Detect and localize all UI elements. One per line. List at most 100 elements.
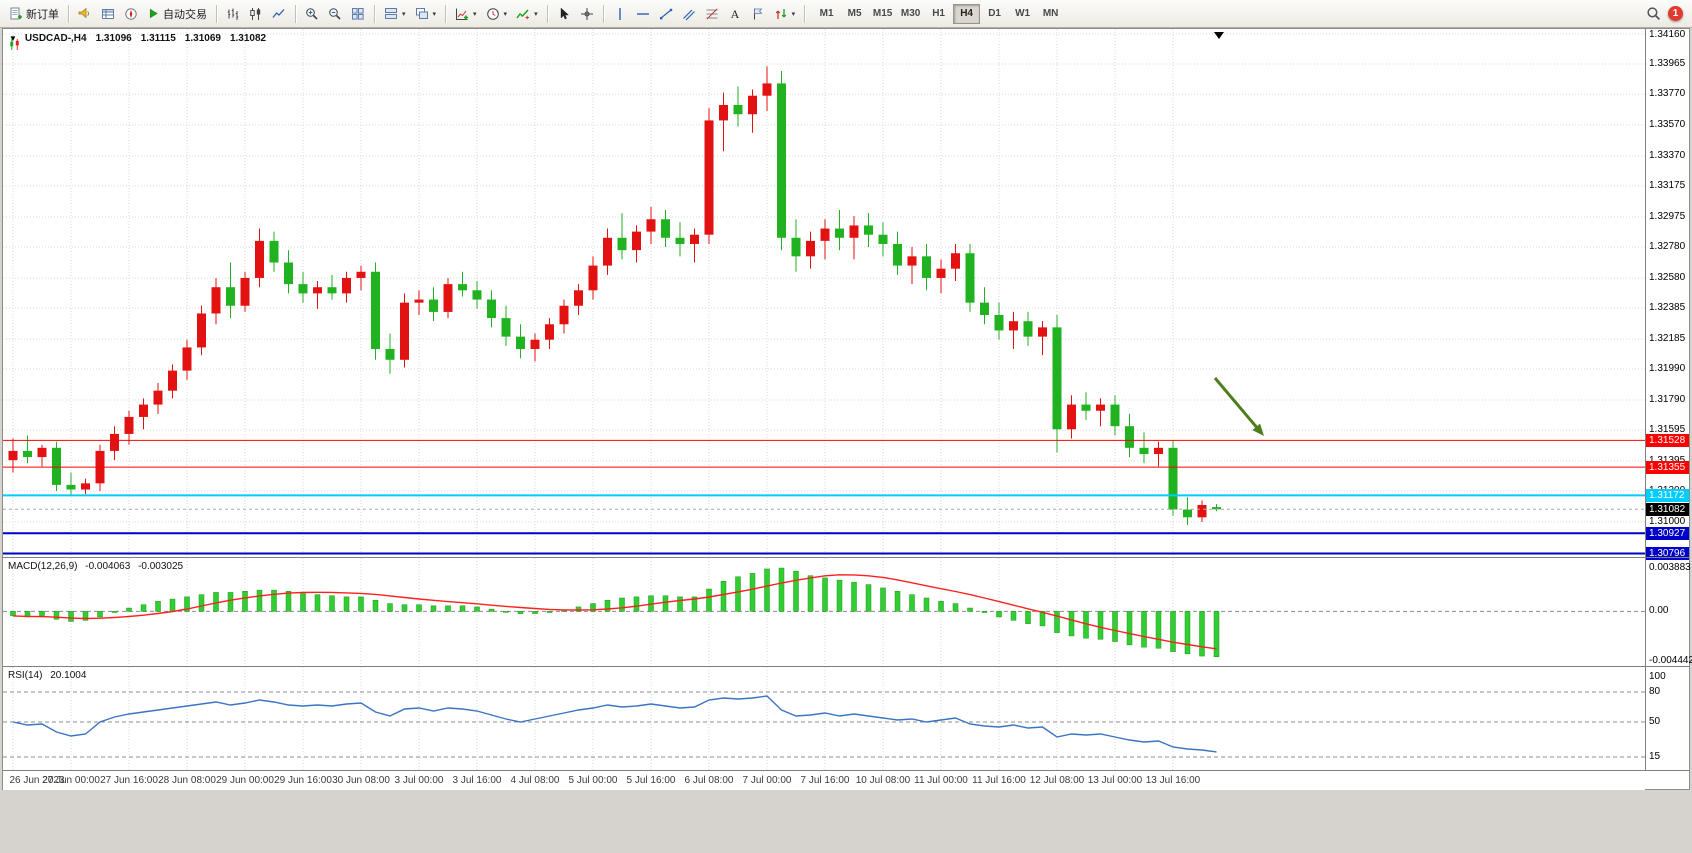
candle-body <box>37 447 47 458</box>
zoom-out-button[interactable] <box>324 3 346 25</box>
arrows-button[interactable]: ▾ <box>770 3 800 25</box>
candle-body <box>313 287 322 294</box>
zoom-in-button[interactable] <box>301 3 323 25</box>
axis-label: 1.32780 <box>1649 241 1686 253</box>
data-window-button[interactable] <box>97 3 119 25</box>
timeframe-m1[interactable]: M1 <box>813 4 840 24</box>
rsi-line <box>12 695 1217 753</box>
macd-histogram-bar <box>517 611 524 614</box>
axis-label: 1.33175 <box>1649 180 1686 192</box>
rsi-panel-canvas[interactable] <box>3 667 1645 771</box>
macd-histogram-bar <box>1126 611 1133 646</box>
autotrade-label: 自动交易 <box>163 8 207 21</box>
macd-histogram-bar <box>430 605 437 612</box>
candle-body <box>327 287 337 294</box>
chart-shift-marker[interactable] <box>1214 32 1224 39</box>
text-button[interactable]: A <box>724 3 746 25</box>
line-chart-button[interactable] <box>268 3 290 25</box>
panel-separator[interactable] <box>3 557 1689 558</box>
symbol-period-label: USDCAD-,H4 <box>24 33 87 44</box>
axis-label: 0.003883 <box>1649 562 1691 574</box>
macd-histogram-bar <box>909 594 915 612</box>
price-tag[interactable]: 1.31528 <box>1646 434 1689 448</box>
macd-histogram-bar <box>416 604 422 612</box>
annotation-arrow-shaft[interactable] <box>1213 377 1262 433</box>
date-axis-label: 13 Jul 00:00 <box>1087 775 1143 786</box>
price-tag[interactable]: 1.30927 <box>1646 527 1689 541</box>
candle-body <box>81 483 90 490</box>
macd-histogram-bar <box>1199 611 1205 657</box>
quote-low: 1.31069 <box>184 33 221 44</box>
candle-body <box>603 237 612 266</box>
trendline-button[interactable] <box>655 3 677 25</box>
axis-label: 1.34160 <box>1649 29 1686 40</box>
price-chart-canvas[interactable] <box>3 29 1645 557</box>
cascade-windows-button[interactable]: ▾ <box>411 3 441 25</box>
cursor-arrow-icon <box>557 7 571 21</box>
periods-button[interactable]: ▾ <box>482 3 512 25</box>
market-watch-button[interactable] <box>74 3 96 25</box>
vertical-line-button[interactable] <box>609 3 631 25</box>
time-axis[interactable]: 26 Jun 2023 27 Jun 00:00 27 Jun 16:00 28 Ju… <box>3 771 1645 790</box>
candle-body <box>1009 321 1018 331</box>
annotation-arrow-head[interactable] <box>1252 423 1264 436</box>
candle-body <box>414 299 424 303</box>
fibonacci-button[interactable] <box>701 3 723 25</box>
macd-histogram-bar <box>793 570 799 612</box>
macd-title: MACD(12,26,9) <box>8 561 78 572</box>
macd-histogram-bar <box>1112 611 1118 642</box>
price-tag[interactable]: 1.30796 <box>1646 547 1689 561</box>
cursor-button[interactable] <box>553 3 575 25</box>
timeframe-m30[interactable]: M30 <box>897 4 924 24</box>
macd-histogram-bar <box>590 603 596 612</box>
horizontal-line-button[interactable] <box>632 3 654 25</box>
timeframe-d1[interactable]: D1 <box>981 4 1008 24</box>
crosshair-button[interactable] <box>576 3 598 25</box>
dropdown-caret-icon: ▾ <box>534 10 538 18</box>
quote-high: 1.31115 <box>140 33 176 44</box>
candle-body <box>385 348 395 360</box>
equidistant-channel-button[interactable] <box>678 3 700 25</box>
text-label-button[interactable] <box>747 3 769 25</box>
candle-body <box>965 253 975 303</box>
date-axis-label: 4 Jul 08:00 <box>510 775 560 786</box>
date-axis-label: 10 Jul 08:00 <box>855 775 911 786</box>
autotrade-button[interactable]: 自动交易 <box>143 3 211 25</box>
bar-chart-button[interactable] <box>222 3 244 25</box>
axis-label: 1.31000 <box>1649 515 1686 527</box>
new-chart-button[interactable]: ▾ <box>451 3 481 25</box>
price-tag[interactable]: 1.31355 <box>1646 461 1689 475</box>
chart-window[interactable]: 1.34160 1.33965 1.33770 1.33570 1.33370 1.331… <box>2 28 1692 790</box>
macd-histogram-bar <box>314 594 321 612</box>
rsi-title: RSI(14) <box>8 670 43 681</box>
search-button[interactable] <box>1642 3 1665 25</box>
one-click-trading-toggle[interactable]: ▼ <box>9 34 17 43</box>
timeframe-h1[interactable]: H1 <box>925 4 952 24</box>
candle-body <box>52 447 61 485</box>
price-tag[interactable]: 1.31172 <box>1646 489 1689 503</box>
navigator-button[interactable] <box>120 3 142 25</box>
tile-windows-button[interactable] <box>347 3 369 25</box>
panel-separator[interactable] <box>3 666 1689 667</box>
axis-label: 1.33370 <box>1649 149 1686 161</box>
candlestick-chart-button[interactable] <box>245 3 267 25</box>
axis-label: 100 <box>1649 671 1666 682</box>
bid-price-tag[interactable]: 1.31082 <box>1646 503 1689 517</box>
timeframe-h4[interactable]: H4 <box>953 3 981 24</box>
macd-panel-canvas[interactable] <box>3 558 1645 666</box>
macd-histogram-bar <box>488 608 495 612</box>
new-order-button[interactable]: 新订单 <box>5 3 63 25</box>
candle-body <box>472 290 482 300</box>
macd-histogram-bar <box>1010 611 1017 621</box>
indicators-button[interactable]: ▾ <box>512 3 542 25</box>
timeframe-m15[interactable]: M15 <box>869 4 896 24</box>
arrange-windows-button[interactable]: ▾ <box>380 3 410 25</box>
timeframe-w1[interactable]: W1 <box>1009 4 1036 24</box>
notification-badge[interactable]: 1 <box>1668 6 1683 21</box>
macd-histogram-bar <box>474 606 480 612</box>
timeframe-m5[interactable]: M5 <box>841 4 868 24</box>
timeframe-mn[interactable]: MN <box>1037 4 1064 24</box>
macd-histogram-bar <box>126 607 132 612</box>
macd-histogram-bar <box>677 596 683 612</box>
dropdown-caret-icon: ▾ <box>791 10 796 18</box>
